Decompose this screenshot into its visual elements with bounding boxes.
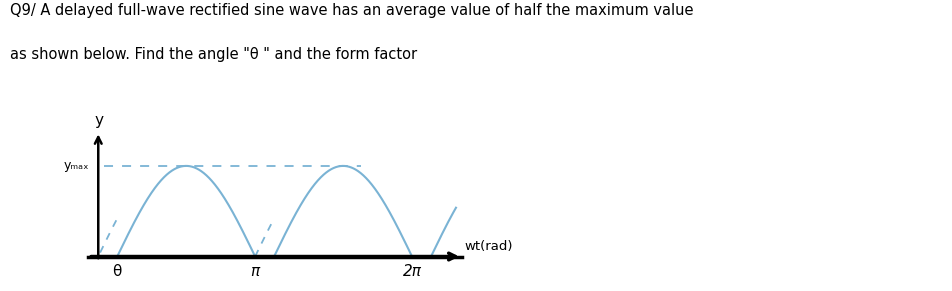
Text: as shown below. Find the angle "θ " and the form factor: as shown below. Find the angle "θ " and … (10, 47, 416, 62)
Text: y: y (94, 113, 104, 128)
Text: 2π: 2π (402, 264, 421, 279)
Text: π: π (250, 264, 260, 279)
Text: Q9/ A delayed full-wave rectified sine wave has an average value of half the max: Q9/ A delayed full-wave rectified sine w… (10, 3, 692, 18)
Text: wt(rad): wt(rad) (464, 240, 512, 253)
Text: θ: θ (112, 264, 122, 279)
Text: yₘₐₓ: yₘₐₓ (64, 159, 89, 172)
